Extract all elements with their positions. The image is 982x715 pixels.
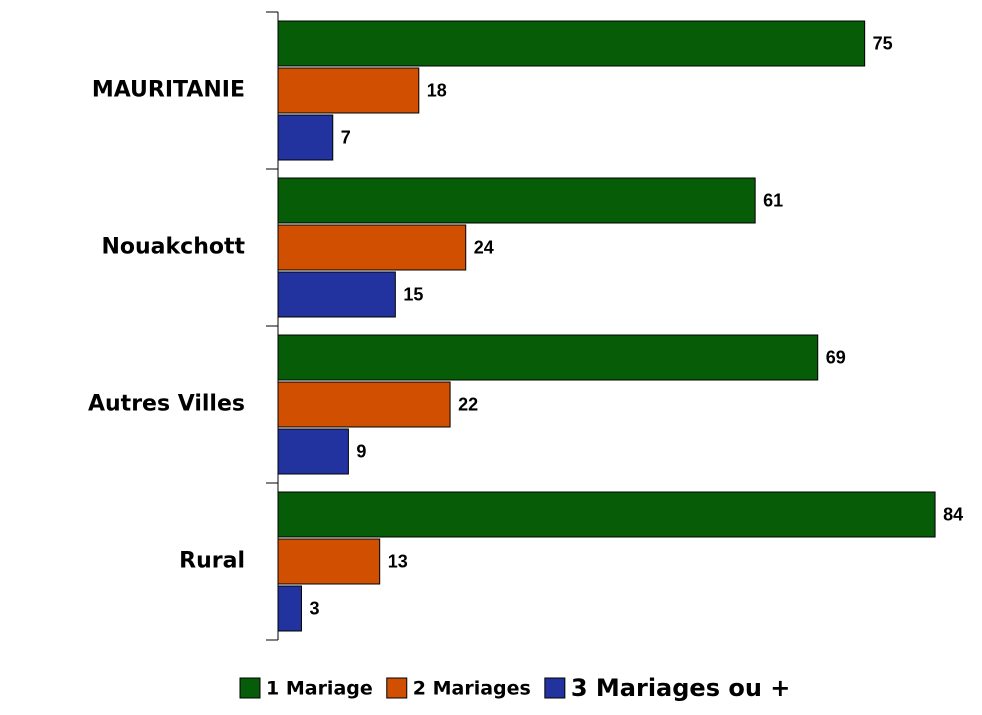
bar bbox=[277, 271, 396, 318]
bar bbox=[277, 491, 936, 538]
legend-swatch bbox=[239, 677, 261, 699]
value-label: 84 bbox=[943, 504, 963, 524]
bar bbox=[277, 428, 349, 475]
bar bbox=[277, 585, 302, 632]
legend-label: 3 Mariages ou + bbox=[571, 674, 791, 702]
value-label: 7 bbox=[341, 127, 351, 147]
bar bbox=[277, 334, 819, 381]
value-label: 75 bbox=[873, 33, 893, 53]
value-label: 61 bbox=[763, 190, 783, 210]
legend-swatch bbox=[544, 677, 566, 699]
category-label: Nouakchott bbox=[101, 235, 245, 260]
value-label: 24 bbox=[474, 237, 494, 257]
value-label: 13 bbox=[388, 551, 408, 571]
bar bbox=[277, 114, 334, 161]
category-label: MAURITANIE bbox=[92, 78, 245, 103]
value-label: 18 bbox=[427, 80, 447, 100]
value-label: 9 bbox=[356, 441, 366, 461]
bar bbox=[277, 177, 756, 224]
category-label: Rural bbox=[179, 549, 245, 574]
legend-label: 1 Mariage bbox=[266, 678, 373, 700]
bar bbox=[277, 20, 866, 67]
category-label: Autres Villes bbox=[88, 392, 245, 417]
bar bbox=[277, 224, 467, 271]
bar bbox=[277, 538, 381, 585]
bar bbox=[277, 67, 420, 114]
legend-swatch bbox=[386, 677, 408, 699]
value-label: 15 bbox=[403, 284, 423, 304]
value-label: 69 bbox=[826, 347, 846, 367]
legend-label: 2 Mariages bbox=[413, 678, 531, 700]
value-label: 3 bbox=[309, 598, 319, 618]
value-label: 22 bbox=[458, 394, 478, 414]
bar bbox=[277, 381, 451, 428]
